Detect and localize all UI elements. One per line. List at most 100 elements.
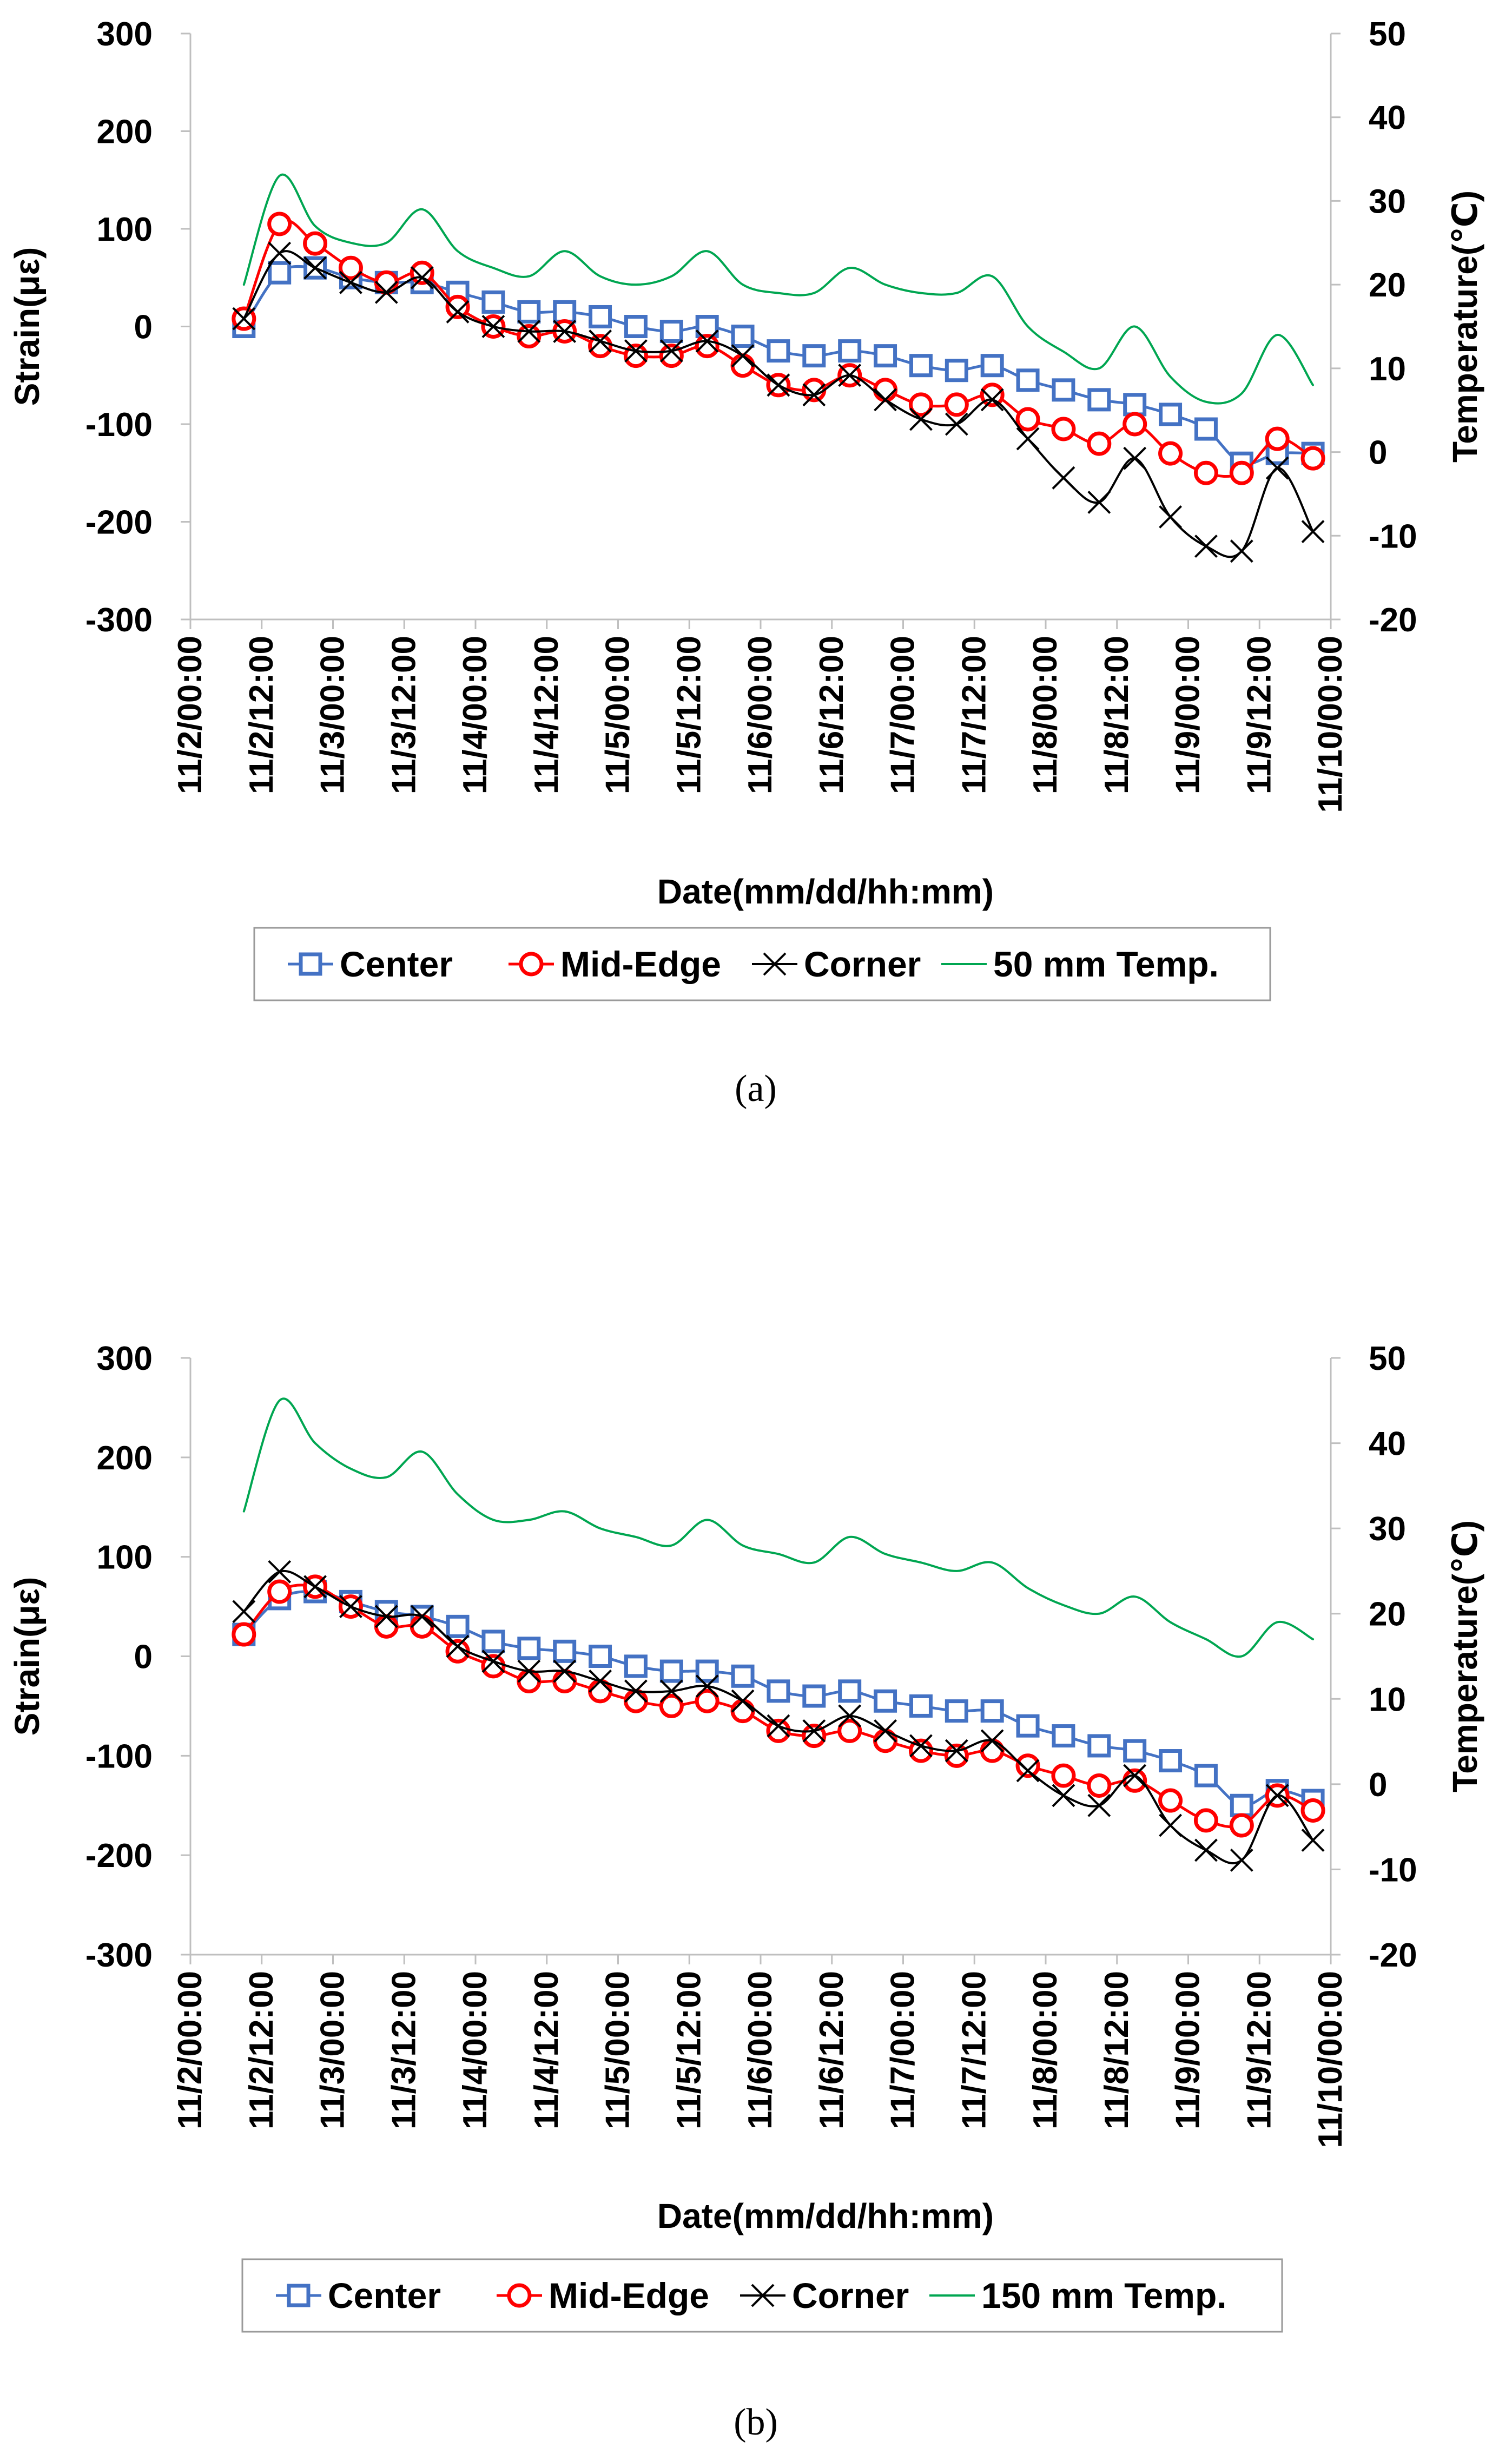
panel-a-series-corner-point: [232, 307, 256, 331]
panel-a-series-center-point: [767, 339, 790, 363]
panel-b-series-center-point: [1123, 1739, 1147, 1763]
panel-a-series-corner-point: [980, 388, 1004, 412]
panel-a-series-corner-point: [1087, 490, 1111, 514]
panel-a-series-mid-edge-point: [802, 378, 827, 403]
panel-a-legend-item-mid-edge-label: Mid-Edge: [560, 944, 721, 984]
panel-a-x-tick-label: 11/3/12:00: [385, 636, 422, 794]
panel-b-series-corner-point: [446, 1634, 470, 1658]
panel-a-series-mid-edge-point: [1123, 412, 1147, 437]
panel-b-series-center-point: [1194, 1764, 1218, 1787]
panel-b-series-mid-edge-point: [232, 1622, 256, 1647]
panel-b-legend-item-center-marker: [287, 2284, 311, 2307]
panel-b-series-mid-edge-point: [481, 1654, 506, 1679]
panel-a-x-tick-label: 11/5/00:00: [599, 636, 637, 794]
panel-b-series-center-point: [1087, 1734, 1111, 1758]
panel-a-y2-tick-label: 30: [1369, 183, 1406, 220]
panel-a-series-corner-point: [553, 320, 577, 343]
panel-a-series-mid-edge-point: [873, 378, 898, 403]
panel-a-series-center-point: [1087, 388, 1111, 412]
panel-a-series-50-mm-temp-line: [242, 173, 1315, 405]
panel-a-x-tick-label: 11/8/12:00: [1098, 636, 1135, 794]
panel-a-series-corner: [232, 241, 1325, 563]
panel-a-series-mid-edge-point: [303, 231, 328, 256]
panel-a-x-tick-label: 11/5/12:00: [670, 636, 708, 794]
panel-a-legend-item-center-label: Center: [340, 944, 453, 984]
panel-a-series-center-point: [1159, 403, 1183, 426]
panel-b-y-tick-label: 300: [97, 1340, 153, 1377]
panel-b-series-mid-edge-point: [837, 1718, 862, 1743]
panel-a-series-center-point: [980, 354, 1004, 378]
panel-a-series-mid-edge-point: [730, 353, 755, 378]
panel-b-series-center-point: [1016, 1714, 1040, 1738]
panel-a-series-mid-edge-point: [1265, 426, 1290, 451]
panel-b-y2-tick-label: 10: [1369, 1681, 1406, 1718]
panel-b-x-tick-label: 11/10/00:00: [1312, 1971, 1349, 2148]
panel-b-series-mid-edge-point: [1087, 1773, 1112, 1798]
panel-a-y-tick-label: 0: [134, 309, 153, 346]
panel-b-series-mid-edge-point: [410, 1614, 434, 1639]
panel-a-series-center-point: [517, 300, 541, 324]
panel-b-series-corner-point: [838, 1704, 862, 1728]
panel-b-series-corner-point: [767, 1714, 790, 1738]
panel-b-x-tick-label: 11/3/12:00: [385, 1971, 422, 2129]
panel-b-series-corner-point: [874, 1719, 897, 1743]
panel-b-series-mid-edge-point: [623, 1688, 648, 1713]
panel-b-series-corner-point: [410, 1605, 434, 1628]
panel-a-series-corner-point: [731, 344, 755, 368]
panel-b-x-tick-label: 11/8/12:00: [1098, 1971, 1135, 2129]
panel-b-series-corner-point: [1087, 1793, 1111, 1817]
panel-b-series-corner-line: [242, 1569, 1315, 1864]
panel-a-x-axis-title: Date(mm/dd/hh:mm): [657, 872, 994, 911]
panel-b-series-mid-edge-point: [1051, 1763, 1076, 1788]
panel-a-series-corner-point: [1230, 539, 1253, 563]
panel-b-series-center-point: [695, 1659, 719, 1683]
panel-b-legend-item-corner-marker: [751, 2284, 775, 2307]
panel-b-series-mid-edge-point: [552, 1668, 577, 1693]
panel-b-series-corner-point: [481, 1650, 505, 1673]
panel-b-series-mid-edge-point: [695, 1688, 719, 1713]
panel-a-series-mid-edge-point: [908, 392, 933, 417]
panel-b-x-tick-label: 11/3/00:00: [314, 1971, 352, 2129]
panel-b-series-corner-point: [909, 1734, 933, 1758]
panel-b-x-tick-label: 11/9/12:00: [1240, 1971, 1278, 2129]
panel-b-y2-tick-label: 30: [1369, 1510, 1406, 1548]
panel-b-series-mid-edge-point: [659, 1693, 684, 1718]
panel-a-x-tick-label: 11/8/00:00: [1027, 636, 1064, 794]
panel-a-y2-tick-label: 10: [1369, 351, 1406, 388]
panel-a-legend-item-center-marker: [299, 952, 322, 976]
panel-b-x-tick-label: 11/8/00:00: [1027, 1971, 1064, 2129]
panel-b-series-center: [232, 1580, 1325, 1817]
panel-b-series-corner-point: [1016, 1759, 1040, 1783]
panel-b-series-center-point: [553, 1639, 577, 1663]
panel-b-legend-item-center: Center: [276, 2275, 441, 2316]
panel-b-series-center-point: [767, 1679, 790, 1703]
panel-a-series-mid-edge-point: [1229, 460, 1254, 485]
panel-b-y-tick-label: -200: [85, 1837, 153, 1875]
panel-a-series-mid-edge-point: [1193, 460, 1218, 485]
panel-a-series-center-line: [242, 265, 1315, 466]
panel-a-series-50-mm-temp: [242, 173, 1315, 405]
panel-b-x-tick-label: 11/5/00:00: [599, 1971, 637, 2129]
panel-b-x-axis-title: Date(mm/dd/hh:mm): [657, 2196, 994, 2235]
panel-a-series-corner-point: [1301, 520, 1325, 543]
panel-a-x-tick-label: 11/2/00:00: [171, 636, 209, 794]
panel-b-series-mid-edge-point: [1300, 1798, 1325, 1823]
panel-a-legend-item-mid-edge-marker: [519, 952, 544, 977]
panel-b-y2-tick-label: 40: [1369, 1426, 1406, 1463]
panel-a-series-corner-point: [1052, 466, 1075, 490]
panel-a-y-tick-label: -100: [85, 406, 153, 444]
panel-b-series-center-point: [624, 1654, 648, 1678]
panel-a-y-tick-label: -300: [85, 602, 153, 639]
panel-b-x-tick-label: 11/4/00:00: [457, 1971, 494, 2129]
panel-a-series-corner-point: [1016, 427, 1040, 451]
panel-a-x-tick-label: 11/4/00:00: [457, 636, 494, 794]
panel-b-series-corner-point: [695, 1674, 719, 1698]
panel-a-y2-tick-label: 0: [1369, 434, 1387, 472]
panel-a-series-center-point: [624, 315, 648, 338]
panel-b-series-corner-point: [553, 1659, 577, 1683]
panel-a-series-center: [232, 256, 1325, 475]
panel-b-series-mid-edge-point: [908, 1738, 933, 1763]
panel-a-series-center-point: [1016, 368, 1040, 392]
panel-a-x-tick-label: 11/7/12:00: [955, 636, 993, 794]
panel-a-series-center-point: [874, 344, 897, 368]
